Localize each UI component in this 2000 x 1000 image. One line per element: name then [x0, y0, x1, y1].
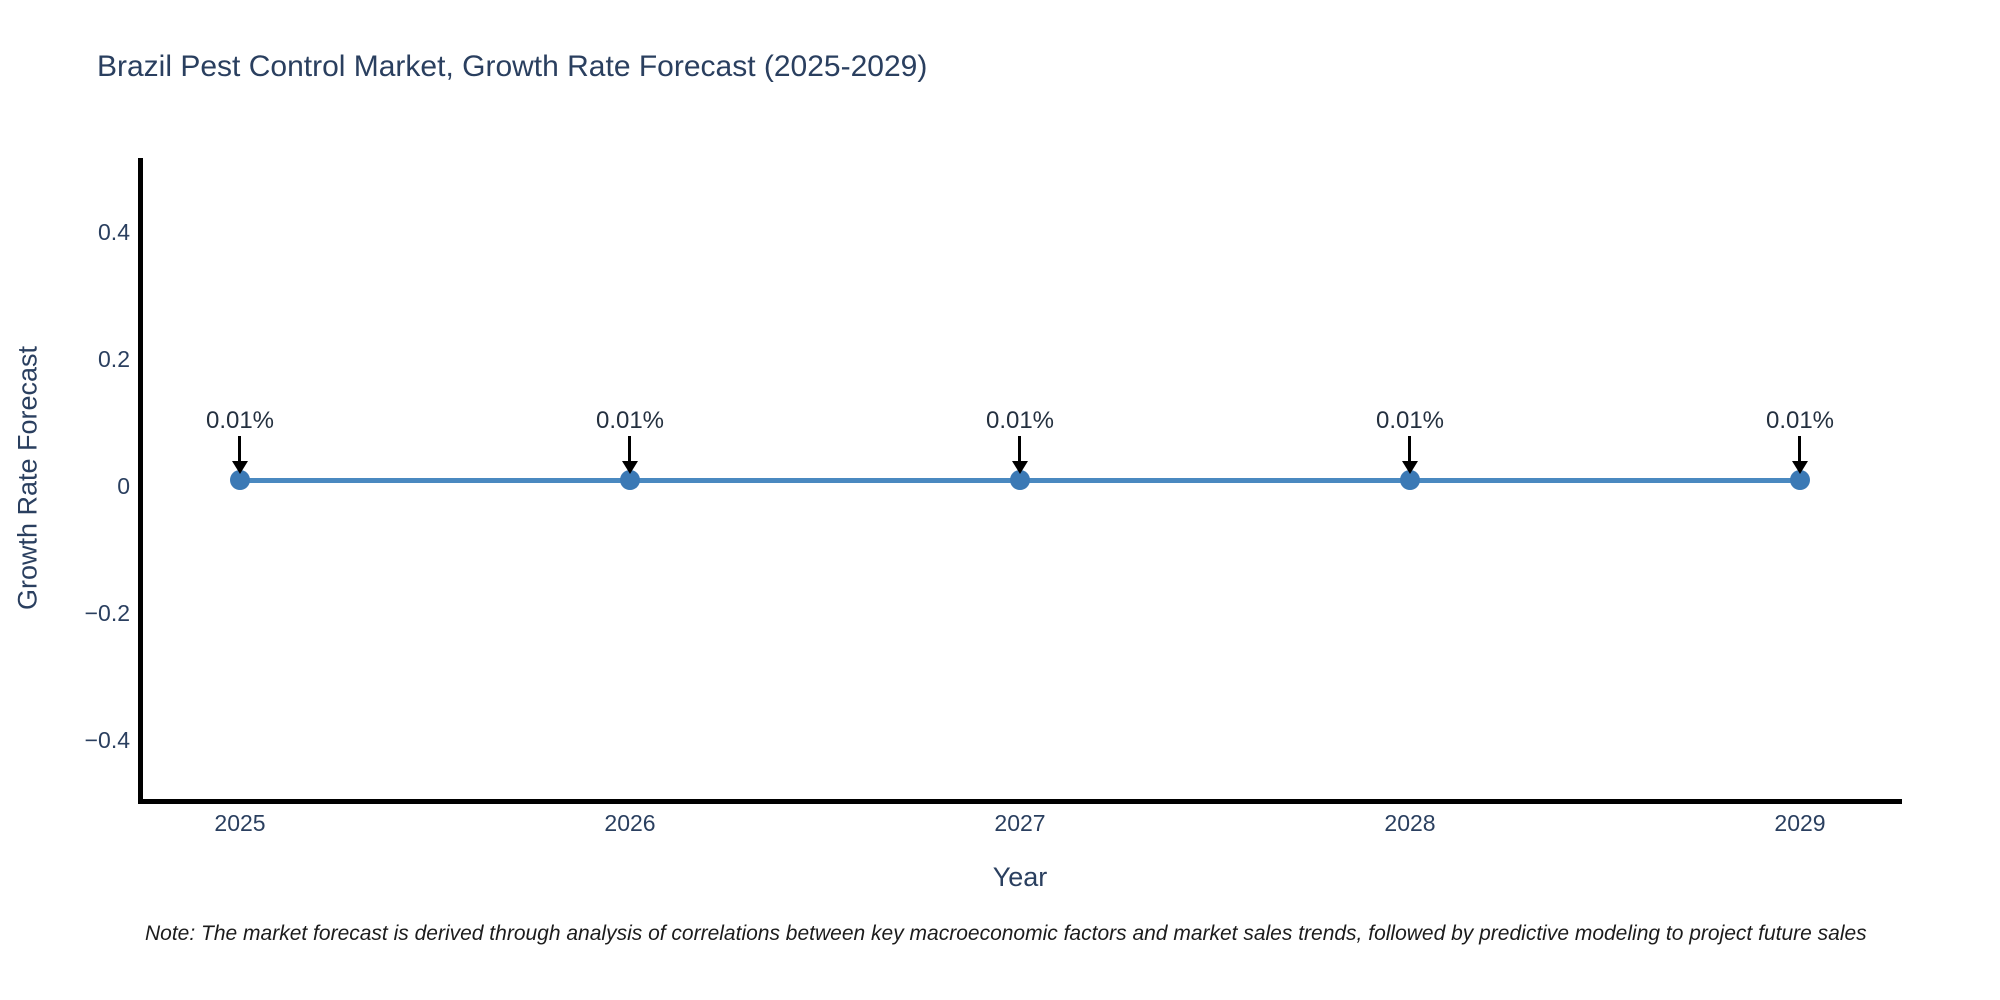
- annotation-arrow-shaft: [1798, 435, 1801, 462]
- data-point: [230, 469, 250, 490]
- point-value-label: 0.01%: [595, 406, 665, 434]
- annotation-arrow-head: [1792, 460, 1808, 474]
- y-axis-line: [138, 158, 143, 804]
- data-point: [1010, 469, 1030, 490]
- point-value-label: 0.01%: [1375, 406, 1445, 434]
- x-tick-label: 2028: [1384, 810, 1436, 836]
- data-point: [620, 469, 640, 490]
- x-tick-label: 2026: [604, 810, 656, 836]
- y-tick-label: 0.4: [98, 219, 130, 245]
- x-axis-line: [138, 799, 1902, 804]
- y-tick-label: 0.2: [98, 346, 130, 372]
- y-tick-label: 0: [117, 473, 130, 499]
- x-tick-label: 2029: [1774, 810, 1826, 836]
- annotation-arrow-shaft: [628, 435, 631, 462]
- annotation-arrow-head: [1012, 460, 1028, 474]
- annotation-arrow-head: [622, 460, 638, 474]
- point-value-label: 0.01%: [985, 406, 1055, 434]
- x-axis-title: Year: [992, 862, 1048, 892]
- chart-title: Brazil Pest Control Market, Growth Rate …: [97, 50, 928, 83]
- x-tick-label: 2027: [994, 810, 1046, 836]
- annotation-arrow-shaft: [1408, 435, 1411, 462]
- y-tick-label: −0.2: [84, 600, 130, 626]
- annotation-arrow-head: [232, 460, 248, 474]
- data-point: [1790, 469, 1810, 490]
- annotation-arrow-head: [1402, 460, 1418, 474]
- annotation-arrow-shaft: [238, 435, 241, 462]
- data-point: [1400, 469, 1420, 490]
- y-tick-label: −0.4: [84, 727, 130, 753]
- x-tick-label: 2025: [214, 810, 266, 836]
- point-value-label: 0.01%: [1765, 406, 1835, 434]
- annotation-arrow-shaft: [1018, 435, 1021, 462]
- footnote: Note: The market forecast is derived thr…: [145, 922, 1867, 945]
- point-value-label: 0.01%: [205, 406, 275, 434]
